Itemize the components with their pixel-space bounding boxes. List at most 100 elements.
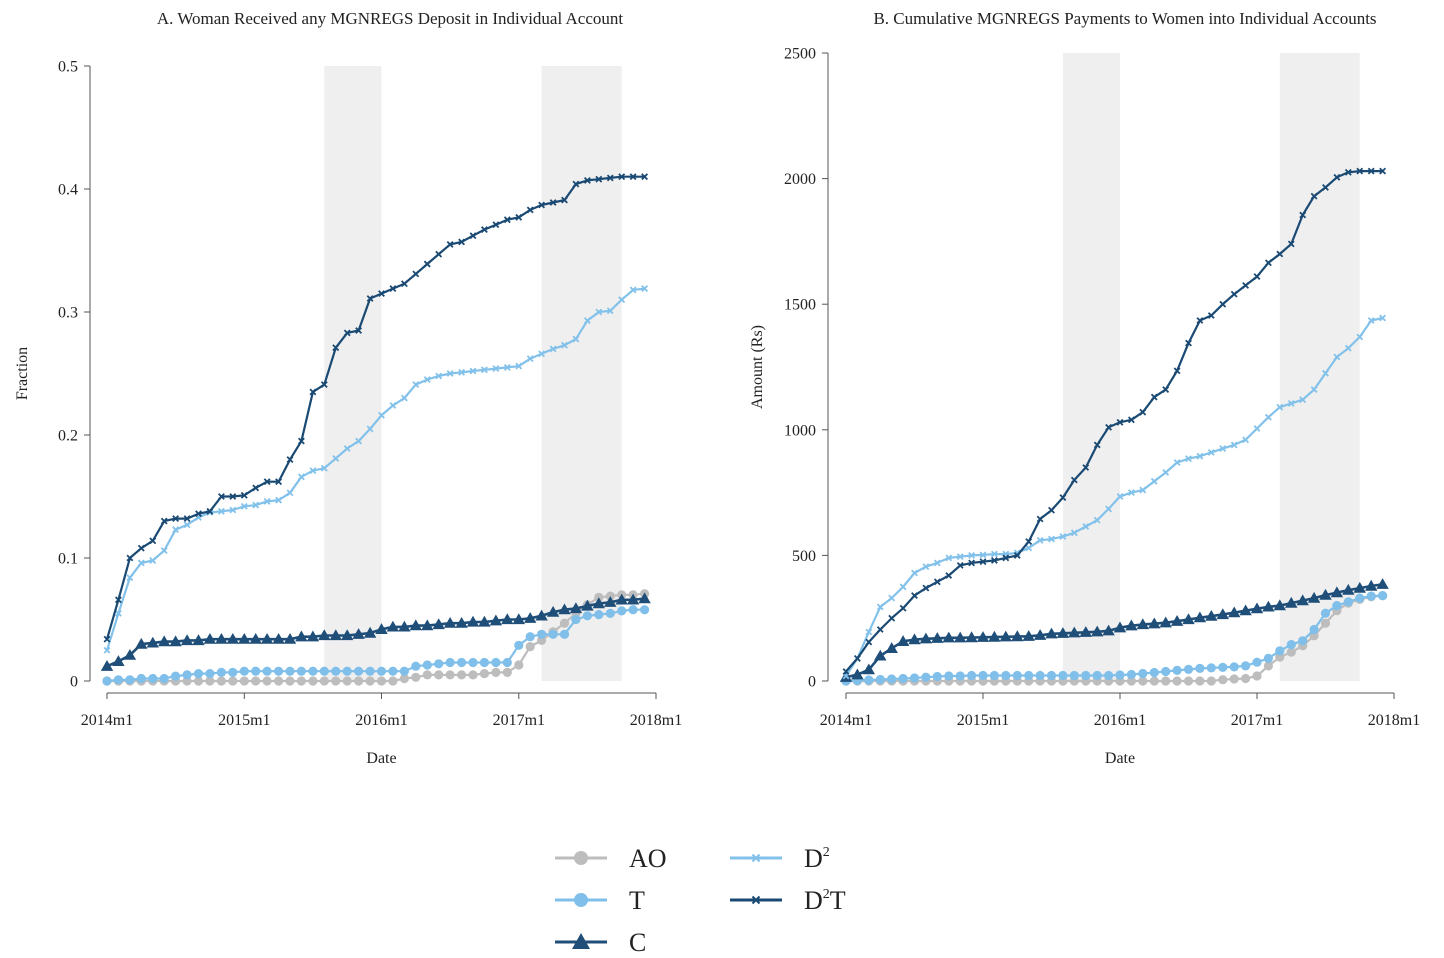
y-tick-label: 0.5 — [58, 59, 78, 76]
series-d2-point-29 — [1173, 459, 1181, 466]
series-ao-point-29 — [434, 670, 444, 680]
series-d2t-point-25 — [389, 285, 397, 293]
series-d2t-point-4 — [149, 537, 157, 545]
series-d2t-point-1 — [114, 596, 122, 604]
series-d2-point-47 — [1379, 314, 1387, 322]
series-d2t-point-44 — [606, 174, 614, 182]
series-d2t-point-7 — [922, 584, 930, 592]
x-tick-label: 2016m1 — [355, 712, 407, 729]
series-d2t-point-47 — [1379, 167, 1387, 175]
series-d2t-point-28 — [1162, 386, 1170, 394]
series-d2-point-5 — [899, 583, 907, 591]
series-d2t-point-42 — [583, 176, 591, 184]
series-t-point-47 — [1378, 591, 1388, 601]
series-c-point-37 — [524, 612, 537, 623]
series-d2-point-44 — [606, 307, 614, 315]
panel-b: B. Cumulative MGNREGS Payments to Women … — [749, 9, 1420, 767]
series-ao-point-34 — [1229, 674, 1239, 684]
series-t-point-9 — [944, 671, 954, 681]
legend-item-t: T — [555, 886, 645, 915]
series-c-point-31 — [455, 617, 468, 628]
series-d2t-point-33 — [1219, 300, 1227, 308]
series-ao-point-27 — [411, 672, 421, 682]
series-c-point-25 — [386, 620, 400, 632]
series-d2t-point-27 — [412, 270, 420, 278]
series-d2t-point-34 — [492, 221, 500, 229]
series-t-point-23 — [1104, 670, 1114, 681]
series-d2-point-19 — [1059, 533, 1067, 541]
series-d2-point-40 — [561, 341, 568, 349]
series-d2-point-22 — [1093, 516, 1101, 524]
series-d2t-point-9 — [945, 572, 953, 579]
series-c-point-37 — [1262, 600, 1275, 612]
shaded-band-2 — [541, 66, 622, 681]
series-d2t-point-22 — [1093, 441, 1101, 449]
series-c-point-31 — [1193, 611, 1207, 623]
shaded-band-1 — [324, 66, 382, 681]
series-t-point-3 — [136, 673, 146, 684]
series-d2t-point-23 — [1105, 423, 1113, 431]
series-c-point-29 — [432, 618, 445, 630]
series-d2-point-47 — [641, 285, 649, 293]
series-d2-point-4 — [149, 557, 157, 564]
series-d2-point-26 — [1139, 486, 1147, 494]
series-c-point-43 — [592, 597, 605, 609]
series-d2-point-15 — [275, 496, 283, 504]
series-t-point-27 — [411, 661, 421, 671]
series-c-point-47 — [638, 592, 651, 604]
series-c-point-16 — [1022, 630, 1035, 641]
series-d2-point-43 — [595, 308, 603, 316]
series-c-point-14 — [999, 630, 1012, 642]
series-t-point-40 — [559, 629, 570, 639]
series-c-point-27 — [409, 619, 422, 631]
series-c-point-22 — [352, 628, 365, 639]
series-d2t-point-38 — [538, 201, 546, 209]
series-d2t-point-19 — [1059, 494, 1067, 502]
series-d2t-point-26 — [400, 280, 408, 288]
series-t-point-25 — [388, 666, 398, 676]
series-d2t-point-13 — [252, 484, 260, 492]
series-d2-point-28 — [423, 376, 431, 384]
y-tick-label: 0 — [70, 674, 78, 691]
series-t-point-30 — [445, 657, 455, 668]
series-d2t-point-7 — [183, 515, 191, 523]
series-c-point-20 — [329, 629, 342, 641]
series-d2t-point-21 — [343, 329, 351, 337]
series-ao-point-39 — [1286, 647, 1296, 657]
series-c-point-19 — [318, 629, 331, 641]
series-t-point-20 — [331, 666, 341, 676]
series-c-point-11 — [965, 631, 978, 643]
series-d2-point-34 — [1230, 441, 1238, 449]
x-tick-label: 2017m1 — [1231, 712, 1283, 729]
series-c-point-34 — [489, 614, 503, 626]
series-ao-point-42 — [1320, 618, 1331, 628]
y-tick-label: 0 — [808, 674, 816, 691]
series-c-point-13 — [988, 630, 1001, 642]
series-ao-point-44 — [605, 591, 615, 601]
series-d2t-point-30 — [1185, 339, 1192, 347]
series-ao-point-22 — [354, 676, 364, 686]
series-d2t-point-29 — [1173, 367, 1181, 375]
series-c-point-20 — [1068, 626, 1081, 638]
series-d2t-point-46 — [629, 173, 637, 181]
series-t-point-26 — [399, 666, 409, 676]
series-t-point-20 — [1069, 670, 1079, 681]
series-c-point-44 — [1342, 583, 1355, 595]
series-c-point-18 — [306, 630, 320, 642]
series-t-point-19 — [1058, 670, 1068, 681]
series-t-point-41 — [571, 614, 581, 625]
series-ao-point-9 — [205, 676, 215, 686]
series-d2t-point-4 — [888, 614, 896, 622]
series-c-point-38 — [1273, 599, 1286, 611]
series-d2t-point-37 — [1264, 259, 1272, 267]
series-c-point-19 — [1056, 627, 1070, 638]
series-ao-point-15 — [274, 676, 284, 686]
series-c-point-26 — [398, 620, 411, 632]
series-d2t-point-17 — [1036, 515, 1044, 523]
series-t-point-13 — [251, 666, 261, 676]
series-d2t-point-15 — [275, 478, 283, 486]
series-d2t-point-31 — [458, 238, 466, 246]
series-c-point-39 — [546, 605, 560, 617]
series-d2-point-20 — [332, 454, 340, 462]
series-ao-point-28 — [1161, 676, 1171, 686]
